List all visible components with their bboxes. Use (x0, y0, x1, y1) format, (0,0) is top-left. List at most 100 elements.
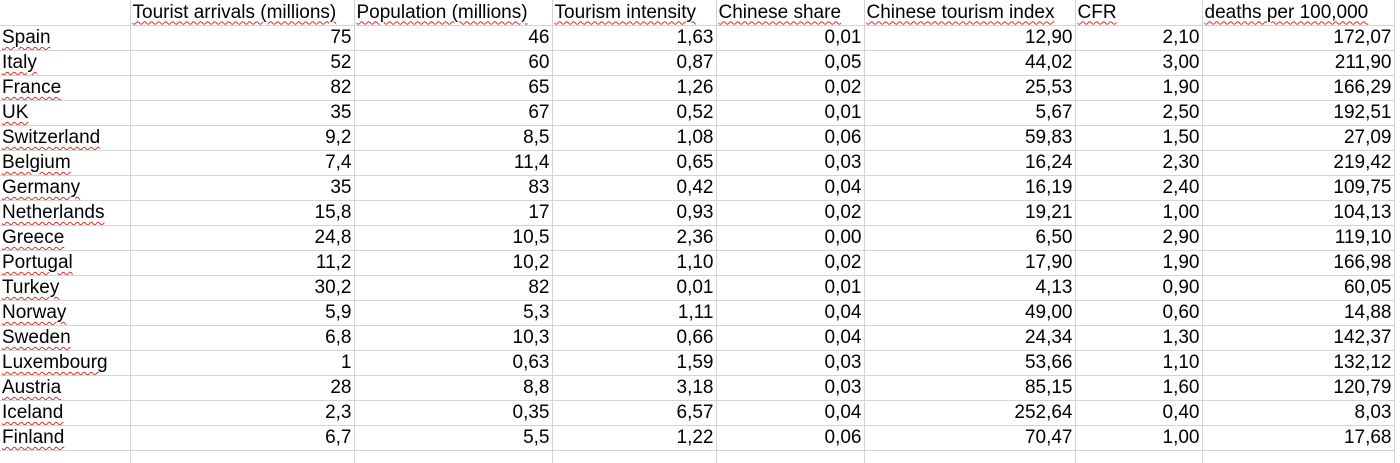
cell-population[interactable]: 0,35 (354, 401, 552, 426)
cell-tourist-arrivals[interactable]: 28 (130, 376, 354, 401)
cell-tourism-intensity[interactable]: 3,18 (552, 376, 716, 401)
cell-tourism-intensity[interactable]: 0,42 (552, 176, 716, 201)
cell-cfr[interactable]: 0,40 (1075, 401, 1202, 426)
cell-cfr[interactable]: 0,60 (1075, 301, 1202, 326)
cell-population[interactable]: 10,5 (354, 226, 552, 251)
cell-chinese-share[interactable]: 0,02 (716, 251, 864, 276)
cell-country[interactable]: Italy (0, 51, 130, 76)
cell-cfr[interactable]: 1,00 (1075, 426, 1202, 451)
cell-chinese-share[interactable]: 0,02 (716, 201, 864, 226)
cell-population[interactable]: 82 (354, 276, 552, 301)
cell-chinese-tourism-index[interactable]: 44,02 (864, 51, 1075, 76)
cell-tourist-arrivals[interactable]: 35 (130, 176, 354, 201)
cell-country[interactable]: Greece (0, 226, 130, 251)
cell-chinese-share[interactable]: 0,04 (716, 326, 864, 351)
cell-chinese-share[interactable]: 0,03 (716, 151, 864, 176)
cell-population[interactable]: 10,2 (354, 251, 552, 276)
cell-tourism-intensity[interactable]: 1,63 (552, 26, 716, 51)
cell-chinese-tourism-index[interactable]: 16,24 (864, 151, 1075, 176)
cell-deaths-per-100000[interactable]: 17,68 (1202, 426, 1394, 451)
cell-chinese-tourism-index[interactable]: 24,34 (864, 326, 1075, 351)
cell-cfr[interactable]: 1,60 (1075, 376, 1202, 401)
cell-chinese-tourism-index[interactable]: 252,64 (864, 401, 1075, 426)
header-cell-tourism-intensity[interactable]: Tourism intensity (552, 0, 716, 26)
cell-country[interactable]: France (0, 76, 130, 101)
cell-population[interactable]: 0,63 (354, 351, 552, 376)
cell-population[interactable]: 8,8 (354, 376, 552, 401)
cell-country[interactable]: Spain (0, 26, 130, 51)
cell-cfr[interactable]: 2,50 (1075, 101, 1202, 126)
empty-cell[interactable] (864, 451, 1075, 463)
empty-cell[interactable] (552, 451, 716, 463)
cell-population[interactable]: 8,5 (354, 126, 552, 151)
cell-deaths-per-100000[interactable]: 14,88 (1202, 301, 1394, 326)
cell-country[interactable]: Norway (0, 301, 130, 326)
header-cell-corner[interactable] (0, 0, 130, 26)
cell-country[interactable]: Netherlands (0, 201, 130, 226)
cell-chinese-tourism-index[interactable]: 85,15 (864, 376, 1075, 401)
cell-cfr[interactable]: 1,90 (1075, 76, 1202, 101)
cell-chinese-share[interactable]: 0,03 (716, 376, 864, 401)
cell-deaths-per-100000[interactable]: 142,37 (1202, 326, 1394, 351)
cell-deaths-per-100000[interactable]: 119,10 (1202, 226, 1394, 251)
cell-tourism-intensity[interactable]: 0,93 (552, 201, 716, 226)
cell-chinese-tourism-index[interactable]: 17,90 (864, 251, 1075, 276)
cell-cfr[interactable]: 2,30 (1075, 151, 1202, 176)
cell-tourist-arrivals[interactable]: 75 (130, 26, 354, 51)
cell-chinese-share[interactable]: 0,01 (716, 101, 864, 126)
cell-population[interactable]: 83 (354, 176, 552, 201)
cell-tourism-intensity[interactable]: 1,08 (552, 126, 716, 151)
cell-deaths-per-100000[interactable]: 192,51 (1202, 101, 1394, 126)
cell-population[interactable]: 17 (354, 201, 552, 226)
cell-chinese-share[interactable]: 0,06 (716, 426, 864, 451)
cell-cfr[interactable]: 1,50 (1075, 126, 1202, 151)
cell-country[interactable]: Austria (0, 376, 130, 401)
header-cell-cfr[interactable]: CFR (1075, 0, 1202, 26)
cell-chinese-tourism-index[interactable]: 25,53 (864, 76, 1075, 101)
cell-tourism-intensity[interactable]: 0,66 (552, 326, 716, 351)
cell-cfr[interactable]: 2,40 (1075, 176, 1202, 201)
cell-chinese-share[interactable]: 0,06 (716, 126, 864, 151)
empty-cell[interactable] (1075, 451, 1202, 463)
cell-deaths-per-100000[interactable]: 109,75 (1202, 176, 1394, 201)
cell-cfr[interactable]: 2,10 (1075, 26, 1202, 51)
cell-deaths-per-100000[interactable]: 211,90 (1202, 51, 1394, 76)
cell-tourist-arrivals[interactable]: 35 (130, 101, 354, 126)
cell-tourism-intensity[interactable]: 2,36 (552, 226, 716, 251)
header-cell-tourist-arrivals[interactable]: Tourist arrivals (millions) (130, 0, 354, 26)
cell-cfr[interactable]: 1,30 (1075, 326, 1202, 351)
cell-chinese-tourism-index[interactable]: 5,67 (864, 101, 1075, 126)
cell-population[interactable]: 10,3 (354, 326, 552, 351)
cell-cfr[interactable]: 1,10 (1075, 351, 1202, 376)
cell-chinese-tourism-index[interactable]: 49,00 (864, 301, 1075, 326)
cell-population[interactable]: 5,3 (354, 301, 552, 326)
header-cell-population[interactable]: Population (millions) (354, 0, 552, 26)
cell-chinese-share[interactable]: 0,02 (716, 76, 864, 101)
cell-cfr[interactable]: 1,00 (1075, 201, 1202, 226)
cell-tourist-arrivals[interactable]: 5,9 (130, 301, 354, 326)
cell-tourist-arrivals[interactable]: 52 (130, 51, 354, 76)
cell-deaths-per-100000[interactable]: 172,07 (1202, 26, 1394, 51)
cell-tourist-arrivals[interactable]: 82 (130, 76, 354, 101)
cell-chinese-tourism-index[interactable]: 59,83 (864, 126, 1075, 151)
cell-tourism-intensity[interactable]: 0,87 (552, 51, 716, 76)
cell-country[interactable]: UK (0, 101, 130, 126)
cell-deaths-per-100000[interactable]: 219,42 (1202, 151, 1394, 176)
empty-cell[interactable] (0, 451, 130, 463)
cell-tourist-arrivals[interactable]: 6,7 (130, 426, 354, 451)
cell-country[interactable]: Luxembourg (0, 351, 130, 376)
empty-cell[interactable] (130, 451, 354, 463)
cell-country[interactable]: Finland (0, 426, 130, 451)
cell-country[interactable]: Switzerland (0, 126, 130, 151)
cell-population[interactable]: 46 (354, 26, 552, 51)
cell-deaths-per-100000[interactable]: 166,98 (1202, 251, 1394, 276)
cell-deaths-per-100000[interactable]: 104,13 (1202, 201, 1394, 226)
cell-country[interactable]: Turkey (0, 276, 130, 301)
cell-country[interactable]: Germany (0, 176, 130, 201)
cell-tourism-intensity[interactable]: 0,52 (552, 101, 716, 126)
cell-chinese-share[interactable]: 0,04 (716, 401, 864, 426)
cell-deaths-per-100000[interactable]: 120,79 (1202, 376, 1394, 401)
cell-cfr[interactable]: 0,90 (1075, 276, 1202, 301)
cell-chinese-share[interactable]: 0,04 (716, 301, 864, 326)
cell-tourist-arrivals[interactable]: 30,2 (130, 276, 354, 301)
